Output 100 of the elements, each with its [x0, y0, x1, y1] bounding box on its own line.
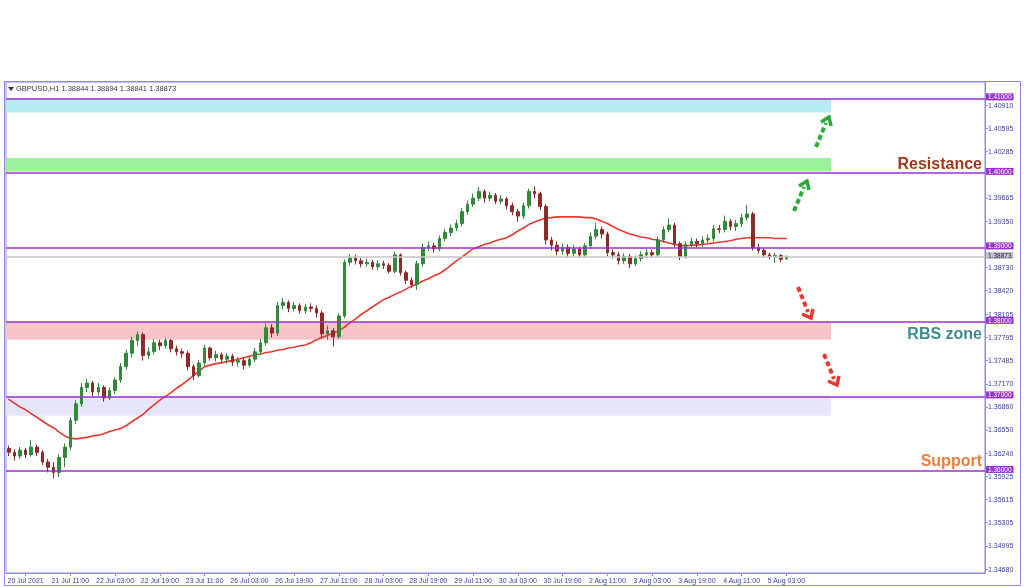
candlestick [192, 363, 195, 381]
candlestick [449, 223, 453, 237]
candlestick [706, 234, 710, 244]
candlestick [550, 236, 553, 251]
candlestick [667, 217, 671, 233]
candlestick [242, 357, 246, 371]
candlestick [773, 252, 777, 264]
candlestick [7, 445, 11, 457]
candlestick [410, 276, 413, 289]
candlestick [208, 346, 212, 362]
candlestick [225, 352, 229, 365]
candlestick [85, 378, 89, 393]
candlestick [264, 322, 268, 347]
candlestick [214, 350, 218, 362]
candlestick [270, 323, 274, 339]
candlestick [186, 350, 190, 371]
text: RBS zone [907, 324, 983, 342]
candlestick [690, 237, 693, 248]
candlestick [236, 356, 240, 368]
candlestick [415, 260, 419, 291]
candlestick [343, 258, 346, 319]
candlestick [136, 331, 139, 347]
candlestick [471, 193, 475, 208]
candlestick [164, 337, 167, 350]
candlestick [538, 191, 542, 211]
candlestick [337, 312, 341, 340]
candlestick [466, 199, 469, 216]
candlestick [483, 188, 486, 204]
candlestick [488, 191, 492, 202]
candlestick [673, 222, 676, 248]
candlestick [309, 302, 313, 313]
candlestick [315, 305, 318, 318]
candlestick [69, 416, 72, 451]
candlestick [382, 260, 385, 270]
candlestick [354, 254, 357, 266]
candlestick [91, 380, 94, 397]
candlestick [544, 203, 548, 245]
candlestick [572, 244, 576, 257]
candlestick [717, 224, 721, 234]
candlestick [304, 303, 307, 315]
candlestick [701, 235, 704, 248]
candlestick [13, 448, 16, 461]
candlestick [712, 224, 715, 242]
candlestick [124, 348, 128, 371]
text: Resistance [897, 154, 983, 172]
candlestick [477, 186, 481, 202]
candlestick [399, 252, 402, 277]
candlestick [74, 399, 78, 425]
candlestick [762, 247, 766, 259]
candlestick [29, 439, 33, 458]
candlestick [371, 259, 374, 271]
candlestick [740, 213, 743, 228]
candlestick [443, 228, 447, 242]
candlestick [494, 192, 497, 205]
candlestick [63, 442, 67, 468]
candlestick [533, 185, 536, 199]
candlestick [220, 351, 223, 364]
candlestick [169, 338, 173, 353]
candlestick [80, 382, 83, 408]
candlestick [662, 226, 665, 244]
candlestick [203, 344, 206, 367]
candlestick [158, 339, 162, 351]
candlestick [41, 449, 44, 466]
candlestick [180, 348, 184, 359]
candlestick [611, 249, 615, 260]
candlestick [18, 446, 22, 460]
candlestick [97, 382, 100, 397]
candlestick [46, 458, 50, 473]
candlestick [248, 354, 251, 368]
candlestick [152, 338, 156, 356]
candlestick [729, 218, 732, 231]
candlestick [594, 222, 598, 240]
candlestick [141, 331, 145, 362]
candlestick [650, 249, 654, 259]
candlestick [113, 376, 117, 394]
candlestick [404, 270, 408, 285]
candlestick [365, 258, 369, 268]
candlestick [751, 211, 755, 251]
candlestick [745, 204, 749, 222]
candlestick [331, 327, 335, 347]
candlestick [287, 299, 290, 313]
candlestick [499, 194, 503, 205]
candlestick [505, 196, 508, 210]
candlestick [348, 253, 352, 266]
candlestick [695, 237, 699, 248]
candlestick [175, 345, 178, 356]
candlestick [197, 359, 201, 379]
candlestick [387, 262, 391, 274]
candlestick [600, 226, 604, 239]
candlestick [359, 257, 363, 269]
candlestick [130, 336, 134, 359]
candlestick [119, 362, 122, 384]
candlestick [24, 447, 27, 459]
text: Support [920, 451, 983, 469]
candlestick [292, 301, 296, 312]
candlestick [147, 346, 150, 360]
candlestick [455, 219, 458, 232]
candlestick [320, 310, 324, 339]
candlestick [326, 325, 329, 341]
candlestick [510, 202, 514, 216]
